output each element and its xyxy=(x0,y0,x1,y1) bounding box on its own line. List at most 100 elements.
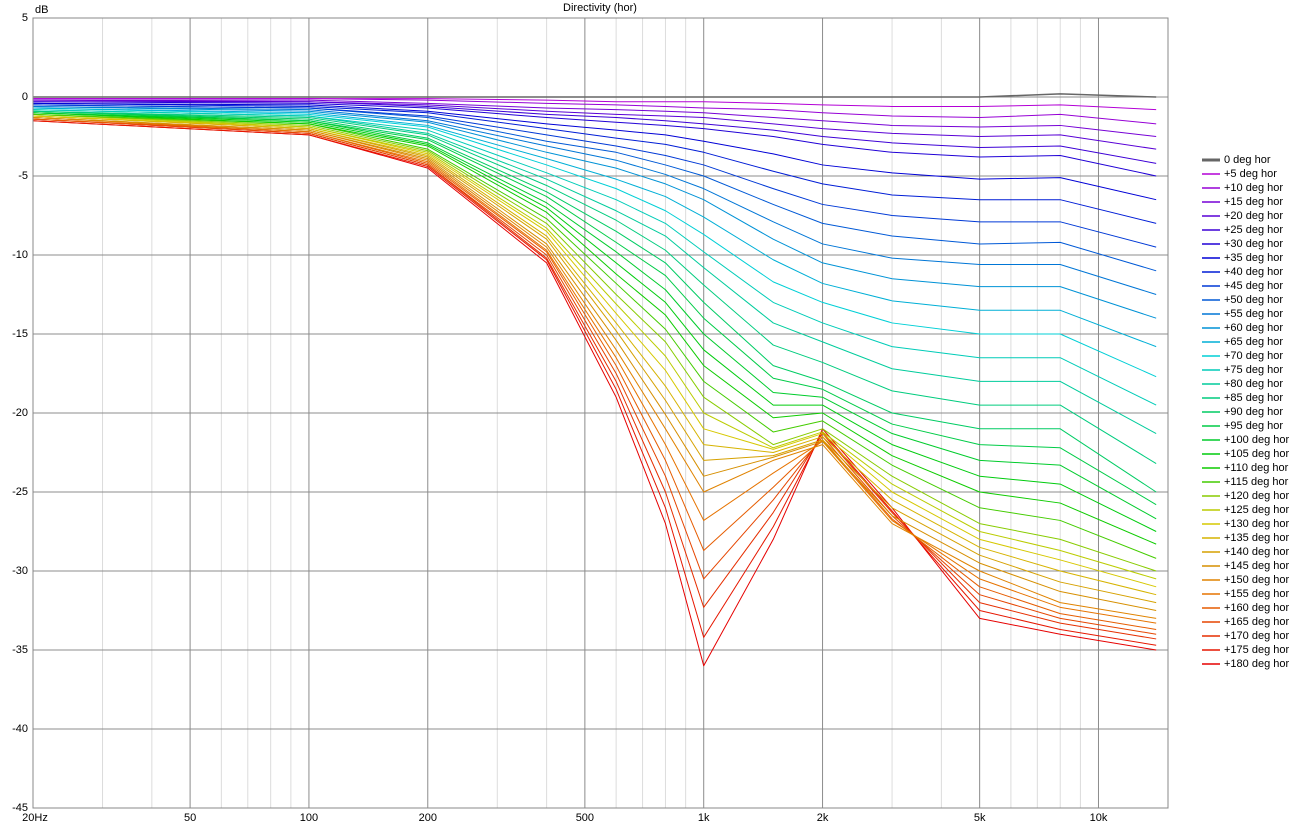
series-line xyxy=(33,101,1157,164)
series-line xyxy=(33,115,1157,604)
legend-label: +95 deg hor xyxy=(1224,420,1283,432)
series-line xyxy=(33,115,1157,596)
legend-label: +125 deg hor xyxy=(1224,504,1289,516)
series-line xyxy=(33,105,1157,319)
legend-label: +10 deg hor xyxy=(1224,182,1283,194)
legend-label: +160 deg hor xyxy=(1224,602,1289,614)
legend-label: +145 deg hor xyxy=(1224,560,1289,572)
y-tick-label: -20 xyxy=(12,407,28,419)
legend-label: +90 deg hor xyxy=(1224,406,1283,418)
legend-label: +175 deg hor xyxy=(1224,644,1289,656)
series-line xyxy=(33,104,1157,248)
x-tick-label: 500 xyxy=(576,812,594,824)
series-line xyxy=(33,117,1157,619)
legend-label: +150 deg hor xyxy=(1224,574,1289,586)
legend-label: +105 deg hor xyxy=(1224,448,1289,460)
series-line xyxy=(33,110,1157,493)
series-line xyxy=(33,110,1157,506)
series-line xyxy=(33,107,1157,348)
series-line xyxy=(33,117,1157,611)
x-tick-label: 10k xyxy=(1090,812,1108,824)
series-line xyxy=(33,107,1157,378)
legend-label: +40 deg hor xyxy=(1224,266,1283,278)
series-line xyxy=(33,118,1157,630)
series-line xyxy=(33,102,1157,201)
y-tick-label: -5 xyxy=(18,170,28,182)
series-line xyxy=(33,105,1157,295)
y-tick-label: -10 xyxy=(12,249,28,261)
series-line xyxy=(33,117,1157,624)
x-tick-label: 1k xyxy=(698,812,710,824)
series-line xyxy=(33,112,1157,545)
legend-label: +165 deg hor xyxy=(1224,616,1289,628)
series-line xyxy=(33,98,1157,125)
y-tick-label: -45 xyxy=(12,802,28,814)
series-line xyxy=(33,98,1157,111)
x-tick-label: 20Hz xyxy=(22,812,48,824)
labels: Directivity (hor) dB 50-5-10-15-20-25-30… xyxy=(12,2,1108,824)
legend-label: +50 deg hor xyxy=(1224,294,1283,306)
x-tick-label: 100 xyxy=(300,812,318,824)
legend-label: +155 deg hor xyxy=(1224,588,1289,600)
x-tick-label: 5k xyxy=(974,812,986,824)
series-line xyxy=(33,102,1157,224)
series-line xyxy=(33,120,1157,646)
legend-label: +25 deg hor xyxy=(1224,224,1283,236)
legend-label: +5 deg hor xyxy=(1224,168,1277,180)
legend-label: +120 deg hor xyxy=(1224,490,1289,502)
legend-label: +20 deg hor xyxy=(1224,210,1283,222)
series-line xyxy=(33,113,1157,572)
series-line xyxy=(33,113,1157,580)
legend-label: +135 deg hor xyxy=(1224,532,1289,544)
legend-label: 0 deg hor xyxy=(1224,154,1271,166)
y-tick-label: 5 xyxy=(22,12,28,24)
legend-label: +115 deg hor xyxy=(1224,476,1289,488)
series-line xyxy=(33,99,1157,150)
legend-label: +140 deg hor xyxy=(1224,546,1289,558)
series-line xyxy=(33,110,1157,464)
y-tick-label: 0 xyxy=(22,91,28,103)
legend-label: +180 deg hor xyxy=(1224,658,1289,670)
legend: 0 deg hor +5 deg hor +10 deg hor +15 deg ho… xyxy=(1202,154,1289,670)
y-tick-label: -25 xyxy=(12,486,28,498)
legend-label: +35 deg hor xyxy=(1224,252,1283,264)
legend-label: +130 deg hor xyxy=(1224,518,1289,530)
legend-label: +15 deg hor xyxy=(1224,196,1283,208)
series-line xyxy=(33,99,1157,137)
legend-label: +70 deg hor xyxy=(1224,350,1283,362)
legend-label: +45 deg hor xyxy=(1224,280,1283,292)
legend-label: +30 deg hor xyxy=(1224,238,1283,250)
legend-label: +80 deg hor xyxy=(1224,378,1283,390)
lines xyxy=(33,93,1157,667)
x-tick-label: 50 xyxy=(184,812,196,824)
series-line xyxy=(33,109,1157,434)
legend-label: +110 deg hor xyxy=(1224,462,1289,474)
y-axis-label: dB xyxy=(35,4,48,16)
legend-label: +85 deg hor xyxy=(1224,392,1283,404)
y-tick-label: -40 xyxy=(12,723,28,735)
legend-label: +60 deg hor xyxy=(1224,322,1283,334)
series-line xyxy=(33,101,1157,177)
chart-title: Directivity (hor) xyxy=(563,2,637,14)
y-tick-label: -30 xyxy=(12,565,28,577)
series-line xyxy=(33,93,1157,98)
y-tick-label: -15 xyxy=(12,328,28,340)
series-line xyxy=(33,112,1157,520)
series-line xyxy=(33,112,1157,532)
series-line xyxy=(33,109,1157,406)
legend-label: +75 deg hor xyxy=(1224,364,1283,376)
series-line xyxy=(33,104,1157,272)
y-tick-label: -35 xyxy=(12,644,28,656)
plot-frame xyxy=(32,17,1169,809)
x-tick-label: 2k xyxy=(817,812,829,824)
legend-label: +55 deg hor xyxy=(1224,308,1283,320)
series-line xyxy=(33,113,1157,559)
legend-label: +65 deg hor xyxy=(1224,336,1283,348)
series-line xyxy=(33,118,1157,635)
legend-label: +100 deg hor xyxy=(1224,434,1289,446)
series-line xyxy=(33,120,1157,667)
x-tick-label: 200 xyxy=(419,812,437,824)
series-line xyxy=(33,115,1157,588)
